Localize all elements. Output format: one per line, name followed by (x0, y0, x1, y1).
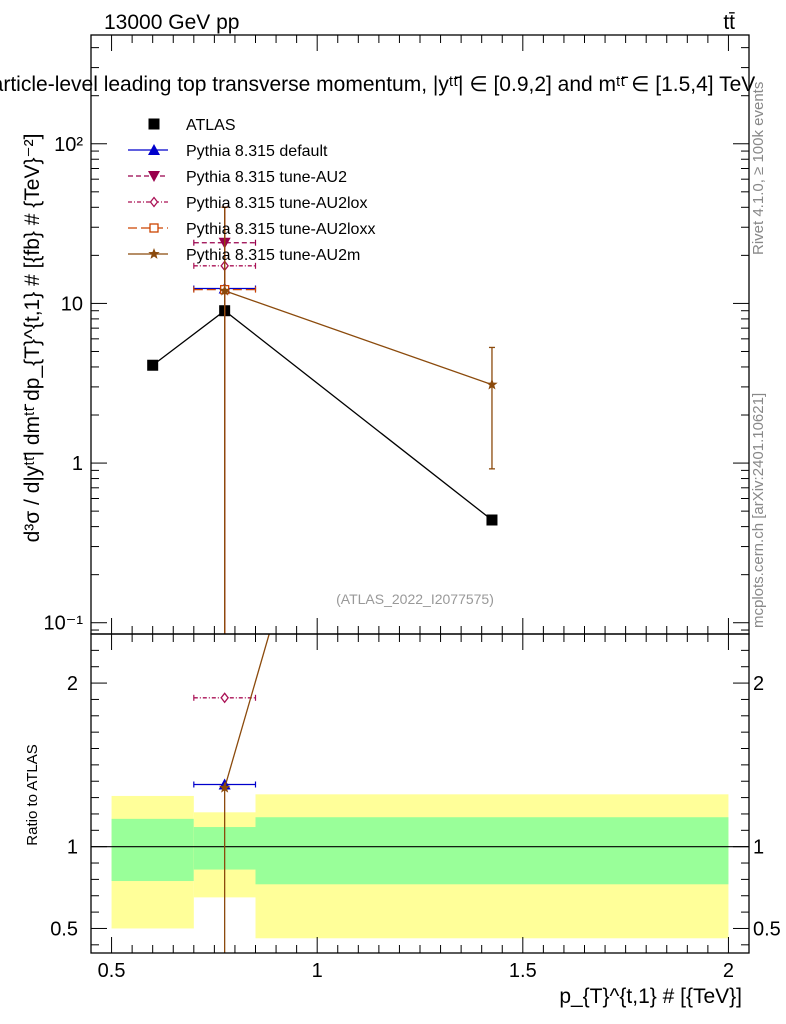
band68-0 (111, 818, 194, 882)
ratio-line (224, 634, 270, 788)
ratio-y-tick-label: 2 (67, 673, 78, 695)
series-5 (218, 206, 498, 634)
ratio-point (220, 692, 229, 704)
energy-label: 13000 GeV pp (104, 11, 239, 34)
legend-label: Pythia 8.315 tune-AU2m (186, 247, 360, 264)
x-tick-label: 0.5 (98, 960, 126, 982)
legend-item-3: Pythia 8.315 tune-AU2lox (128, 195, 367, 212)
band68-2 (255, 817, 729, 885)
x-tick-label: 1 (312, 960, 323, 982)
data-point (486, 514, 498, 526)
legend-item-5: Pythia 8.315 tune-AU2m (128, 247, 360, 264)
legend-label: Pythia 8.315 tune-AU2loxx (186, 221, 375, 238)
legend-marker (148, 118, 160, 130)
x-tick-label: 1.5 (509, 960, 537, 982)
data-point (486, 378, 498, 390)
main-y-tick-label: 10⁻¹ (44, 613, 84, 635)
legend-item-2: Pythia 8.315 tune-AU2 (128, 169, 347, 186)
main-y-tick-label: 10 (61, 293, 83, 315)
ratio-series-1 (193, 692, 257, 704)
ratio-point (218, 781, 231, 793)
legend-marker (148, 144, 160, 155)
analysis-label: (ATLAS_2022_I2077575) (336, 591, 494, 607)
x-axis-title: p_{T}^{t,1} # [{TeV}] (559, 985, 742, 1008)
ratio-y-tick-label: 1 (67, 837, 78, 859)
rivet-label: Rivet 4.1.0, ≥ 100k events (750, 82, 767, 255)
axes: 0.5 1 1.5 2 10⁻¹ 1 10 10² 0.5 0.5 1 1 2 2 (44, 34, 781, 982)
process-label: tt̄ (723, 11, 735, 34)
ratio-y-tick-label: 0.5 (50, 918, 78, 940)
legend-item-1: Pythia 8.315 default (128, 143, 328, 160)
main-y-axis-title: d³σ / d|yᵗᵗ̄| dmᵗᵗ̄ dp_{T}^{t,1} # [{fb}… (21, 134, 44, 543)
x-tick-label: 2 (723, 960, 734, 982)
ratio-y-tick-label-right: 2 (753, 673, 764, 695)
ratio-panel (193, 634, 270, 953)
legend-marker (149, 196, 159, 208)
series-line (224, 290, 493, 386)
legend: ATLAS Pythia 8.315 default Pythia 8.315 tu… (128, 117, 375, 264)
ratio-y-tick-label-right: 0.5 (753, 918, 781, 940)
legend-marker (148, 171, 160, 182)
mcplots-label: mcplots.cern.ch [arXiv:2401.10621] (750, 393, 767, 628)
ratio-series-2 (218, 634, 270, 793)
data-point (147, 359, 159, 371)
data-point (218, 284, 231, 296)
legend-item-0: ATLAS (148, 117, 236, 134)
main-y-tick-label: 1 (72, 453, 83, 475)
legend-label: Pythia 8.315 tune-AU2lox (186, 195, 367, 212)
legend-item-4: Pythia 8.315 tune-AU2loxx (128, 221, 375, 238)
series-0 (147, 305, 498, 526)
legend-label: Pythia 8.315 default (186, 143, 328, 160)
main-y-tick-label: 10² (54, 134, 83, 156)
ratio-y-tick-label-right: 1 (753, 837, 764, 859)
legend-marker (148, 248, 160, 259)
ratio-uncertainty-bands (91, 794, 749, 939)
ratio-y-axis-title: Ratio to ATLAS (24, 744, 41, 845)
plot-title: particle-level leading top transverse mo… (0, 73, 755, 96)
legend-label: Pythia 8.315 tune-AU2 (186, 169, 347, 186)
series-line (152, 309, 493, 521)
main-panel (147, 206, 498, 634)
legend-label: ATLAS (186, 117, 236, 134)
legend-marker (149, 223, 159, 233)
